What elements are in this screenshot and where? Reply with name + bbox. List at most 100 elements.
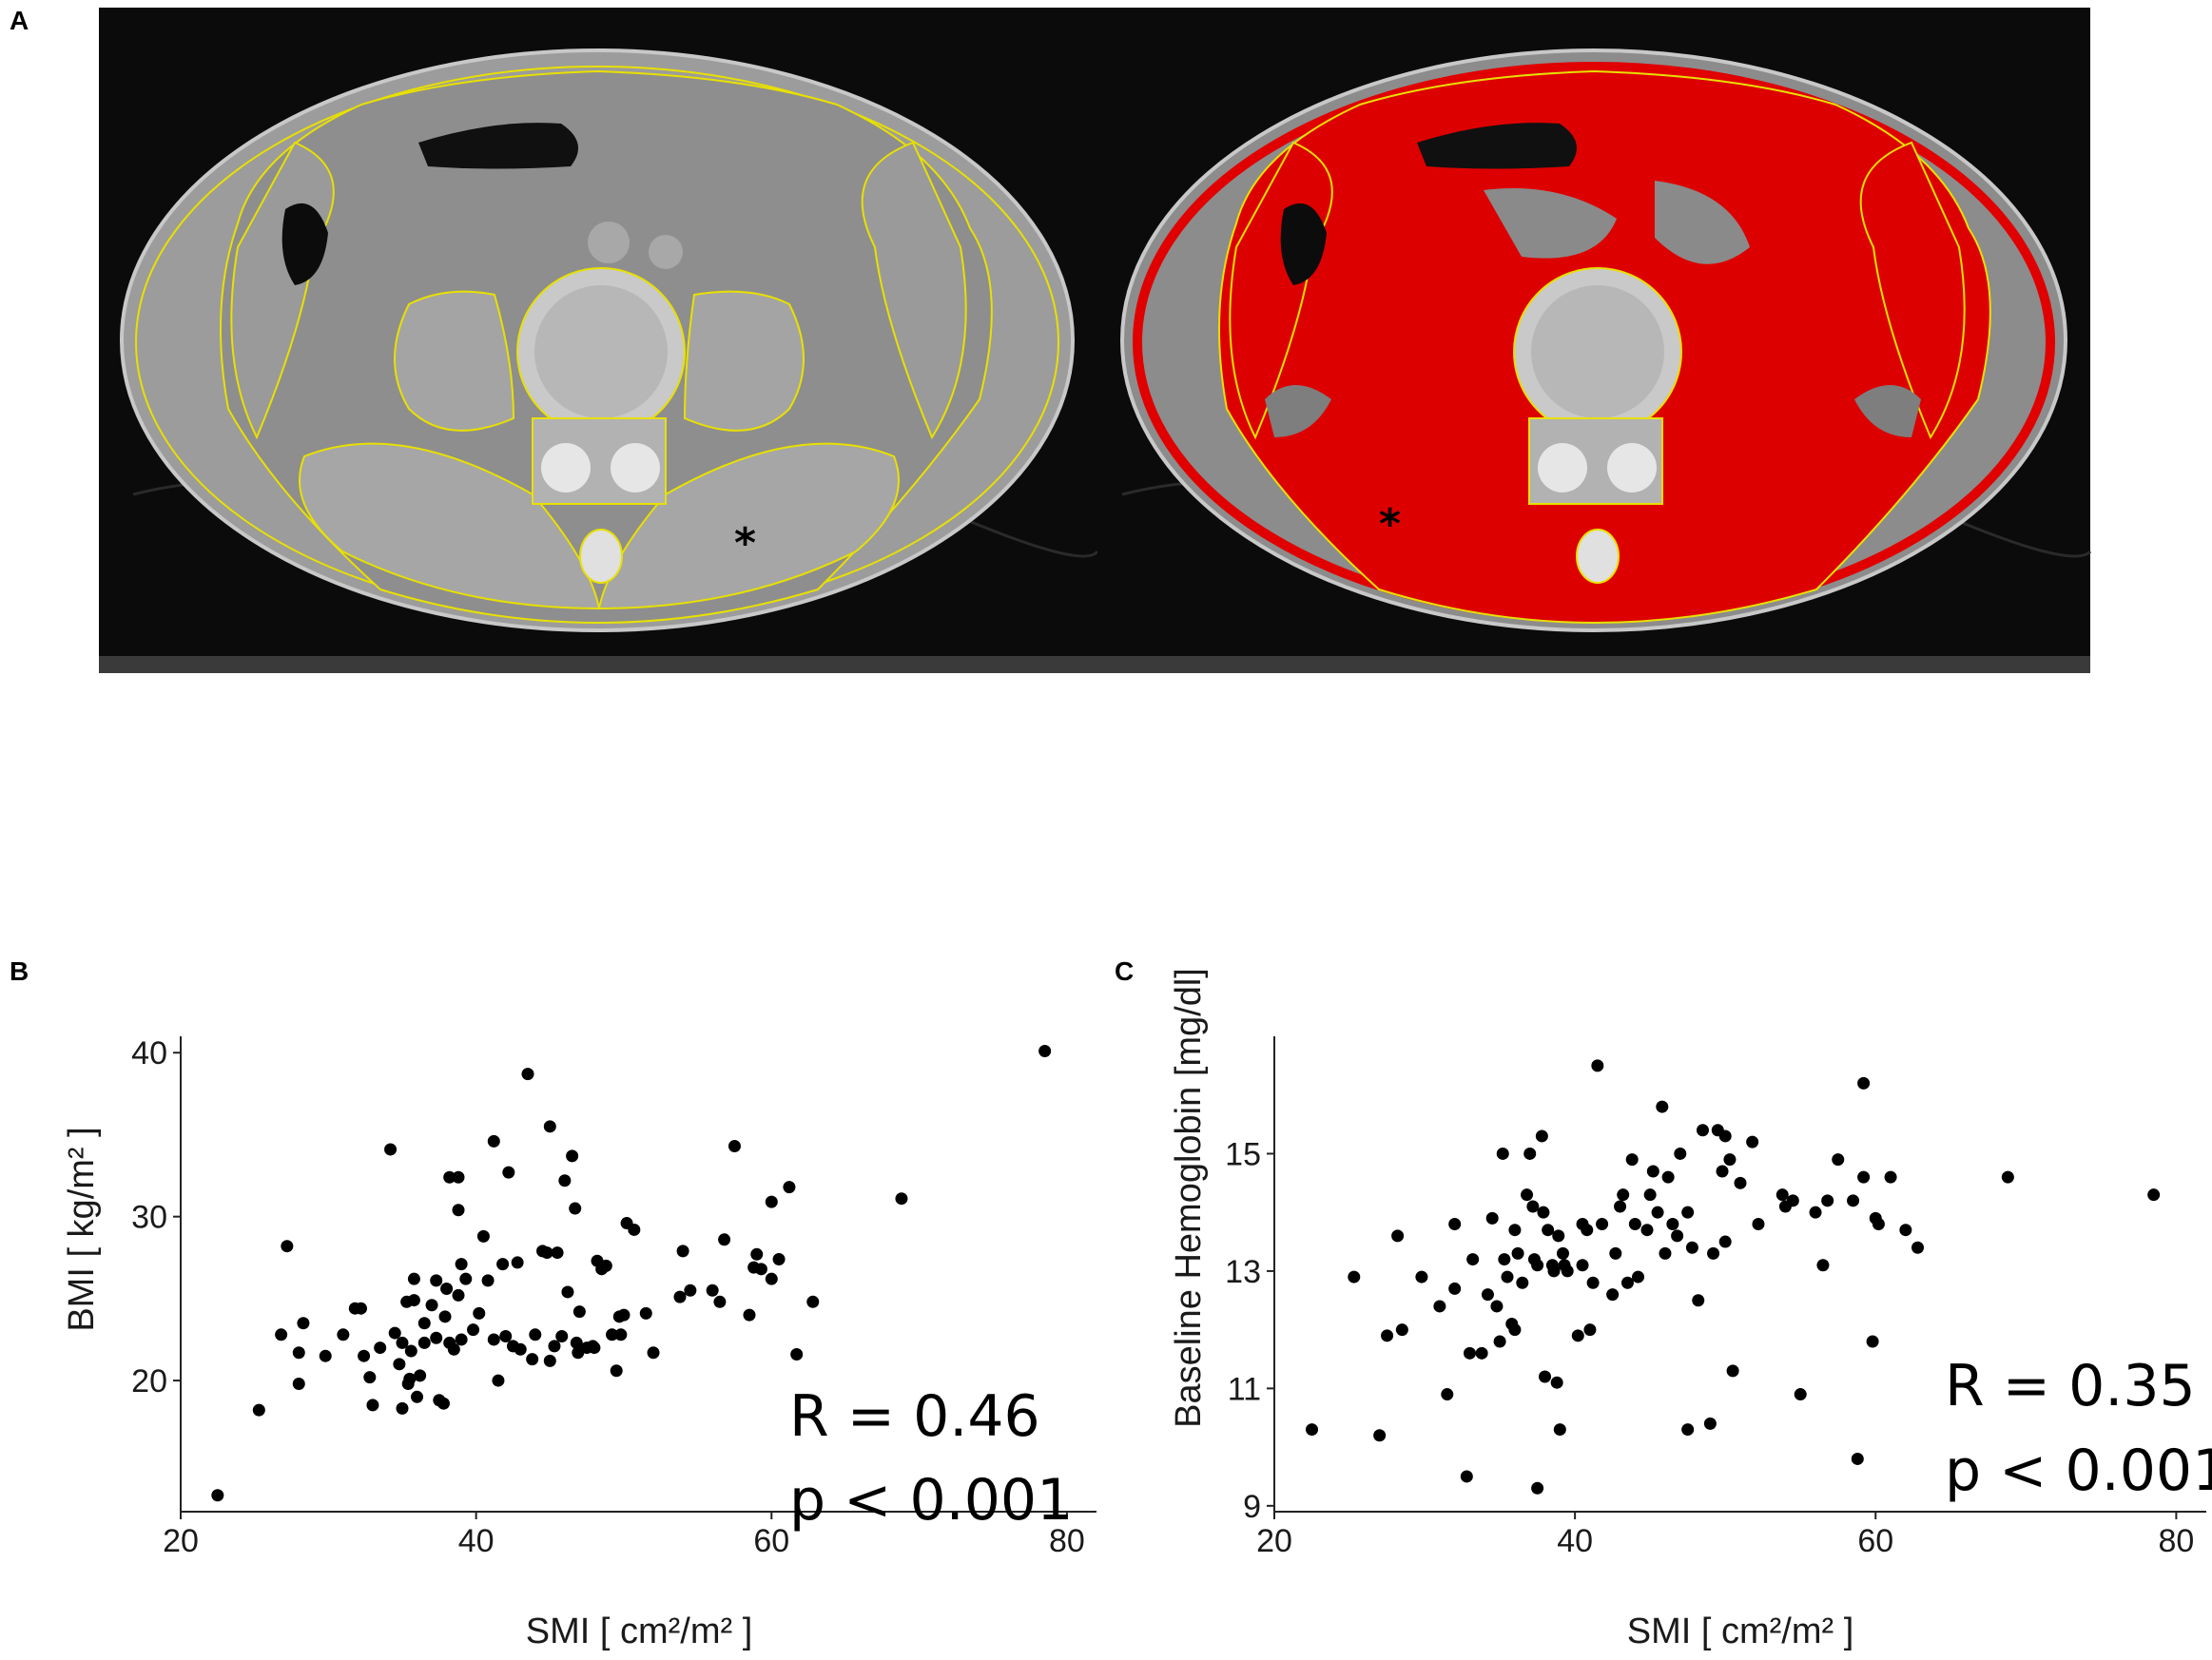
data-point-c (1857, 1170, 1871, 1184)
data-point-c (1847, 1194, 1860, 1207)
data-point-b (783, 1181, 796, 1194)
x-tick-label-c: 80 (2158, 1523, 2194, 1559)
data-point-b (713, 1295, 727, 1308)
data-point-c (1586, 1276, 1600, 1289)
data-point-c (1531, 1481, 1544, 1495)
data-point-c (1746, 1135, 1759, 1148)
data-point-c (1620, 1276, 1634, 1289)
y-tick-label-c: 15 (1225, 1136, 1261, 1172)
x-tick-label-b: 20 (163, 1523, 199, 1559)
data-point-c (1306, 1423, 1319, 1437)
data-point-c (1614, 1200, 1627, 1213)
data-point-b (393, 1358, 406, 1371)
data-point-b (617, 1308, 631, 1322)
data-point-b (430, 1331, 443, 1344)
data-point-c (1692, 1294, 1705, 1307)
panel-label-a: A (10, 6, 29, 35)
data-point-b (487, 1333, 500, 1346)
data-point-c (1651, 1206, 1664, 1219)
data-point-c (1537, 1206, 1550, 1219)
x-tick-label-b: 40 (458, 1523, 495, 1559)
data-point-c (1718, 1235, 1732, 1248)
data-point-b (580, 1342, 593, 1355)
data-point-b (404, 1344, 417, 1358)
xlabel-c: SMI [ cm²/m² ] (1627, 1612, 1854, 1651)
data-point-b (502, 1166, 515, 1179)
data-point-c (1696, 1124, 1709, 1137)
data-point-c (1460, 1470, 1473, 1483)
ct-image-right: * (1097, 8, 2092, 673)
panel-label-c: C (1115, 956, 1135, 986)
data-point-b (551, 1246, 564, 1260)
data-point-b (676, 1245, 689, 1258)
data-point-b (555, 1330, 569, 1343)
data-point-c (1707, 1246, 1720, 1260)
data-point-c (1606, 1288, 1620, 1302)
data-point-c (1395, 1323, 1408, 1337)
data-point-c (1463, 1346, 1476, 1360)
data-point-c (1656, 1100, 1669, 1113)
data-point-b (706, 1284, 719, 1297)
data-point-b (566, 1149, 579, 1163)
data-point-b (252, 1403, 265, 1417)
data-point-b (747, 1261, 761, 1274)
data-point-c (1628, 1218, 1641, 1231)
data-point-c (1775, 1188, 1789, 1202)
data-point-b (473, 1306, 486, 1320)
data-point-c (1734, 1176, 1747, 1189)
data-point-b (459, 1272, 473, 1285)
data-point-c (1558, 1259, 1571, 1272)
data-point-b (452, 1288, 465, 1302)
data-point-b (620, 1217, 633, 1230)
data-point-b (437, 1397, 450, 1410)
data-point-b (506, 1340, 519, 1353)
data-point-c (1571, 1329, 1584, 1342)
data-point-c (1475, 1346, 1488, 1360)
data-point-c (1466, 1253, 1480, 1266)
data-point-c (1348, 1270, 1361, 1284)
x-tick-label-b: 80 (1049, 1523, 1085, 1559)
y-tick-label-b: 30 (131, 1200, 167, 1236)
data-point-b (358, 1349, 371, 1362)
data-point-b (765, 1195, 778, 1208)
data-point-b (447, 1342, 460, 1356)
data-point-c (1552, 1229, 1565, 1243)
data-point-b (529, 1328, 542, 1342)
data-point-b (543, 1354, 556, 1367)
data-point-b (499, 1330, 513, 1343)
data-point-b (467, 1323, 480, 1337)
data-point-b (487, 1134, 500, 1148)
data-point-b (548, 1340, 561, 1353)
data-point-b (401, 1378, 415, 1391)
data-point-c (1674, 1147, 1687, 1160)
y-tick-label-b: 40 (131, 1035, 167, 1071)
data-point-c (2147, 1188, 2161, 1202)
data-point-b (292, 1346, 305, 1360)
data-point-c (1547, 1264, 1561, 1278)
data-point-b (754, 1263, 767, 1276)
data-point-b (292, 1378, 305, 1391)
data-point-c (1535, 1129, 1548, 1143)
data-point-c (1381, 1329, 1394, 1342)
data-point-c (1391, 1229, 1405, 1243)
data-point-b (536, 1245, 550, 1258)
data-point-c (1857, 1076, 1871, 1090)
data-point-c (1659, 1246, 1672, 1260)
data-point-b (443, 1336, 456, 1349)
data-point-b (684, 1284, 697, 1297)
data-point-b (417, 1336, 431, 1349)
ct-scan-figure: * * (99, 8, 2092, 673)
data-point-c (1872, 1218, 1885, 1231)
data-point-b (790, 1347, 804, 1361)
data-point-b (569, 1202, 582, 1215)
data-point-c (1508, 1323, 1522, 1337)
data-point-b (440, 1283, 454, 1296)
x-tick-label-c: 60 (1857, 1523, 1893, 1559)
data-point-b (1038, 1045, 1052, 1058)
data-point-b (417, 1317, 431, 1330)
data-point-c (1545, 1259, 1559, 1272)
data-point-b (673, 1290, 687, 1303)
data-point-c (1703, 1417, 1717, 1430)
data-point-c (1752, 1218, 1765, 1231)
data-point-b (610, 1364, 623, 1378)
